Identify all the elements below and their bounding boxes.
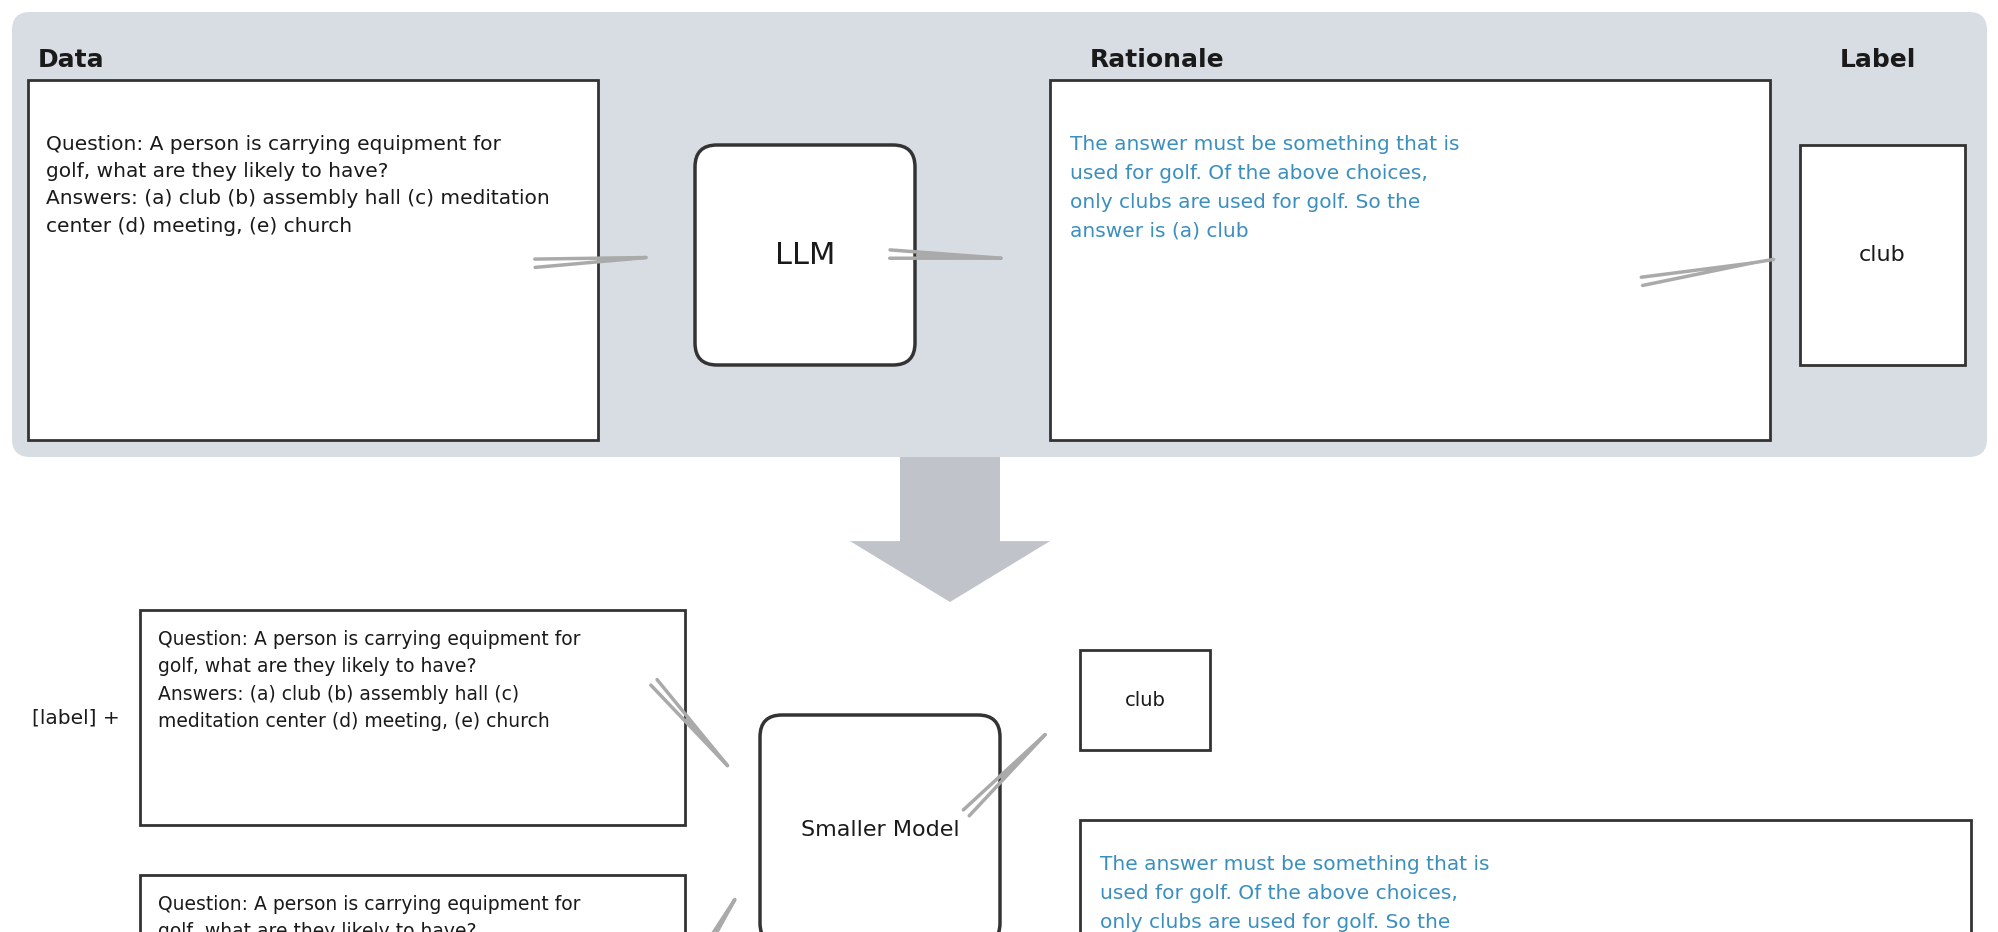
Text: club: club [1858, 245, 1904, 265]
Text: LLM: LLM [775, 240, 835, 269]
Text: club: club [1125, 691, 1165, 709]
FancyBboxPatch shape [695, 145, 915, 365]
Text: Smaller Model: Smaller Model [801, 820, 959, 840]
Bar [1079, 650, 1209, 750]
Bar [28, 80, 597, 440]
Bar [1049, 80, 1768, 440]
Polygon shape [849, 457, 1049, 602]
Text: Data: Data [38, 48, 104, 72]
FancyBboxPatch shape [12, 12, 1986, 457]
Text: Question: A person is carrying equipment for
golf, what are they likely to have?: Question: A person is carrying equipment… [158, 630, 579, 731]
Text: The answer must be something that is
used for golf. Of the above choices,
only c: The answer must be something that is use… [1069, 135, 1459, 240]
Text: The answer must be something that is
used for golf. Of the above choices,
only c: The answer must be something that is use… [1099, 855, 1489, 932]
Text: Question: A person is carrying equipment for
golf, what are they likely to have?: Question: A person is carrying equipment… [46, 135, 549, 236]
Text: Question: A person is carrying equipment for
golf, what are they likely to have?: Question: A person is carrying equipment… [158, 895, 579, 932]
Bar [1798, 145, 1964, 365]
FancyBboxPatch shape [759, 715, 999, 932]
Text: [label] +: [label] + [32, 708, 120, 727]
Text: Label: Label [1838, 48, 1916, 72]
Bar [140, 610, 685, 825]
Bar [140, 875, 685, 932]
Text: Rationale: Rationale [1089, 48, 1225, 72]
Bar [1079, 820, 1970, 932]
